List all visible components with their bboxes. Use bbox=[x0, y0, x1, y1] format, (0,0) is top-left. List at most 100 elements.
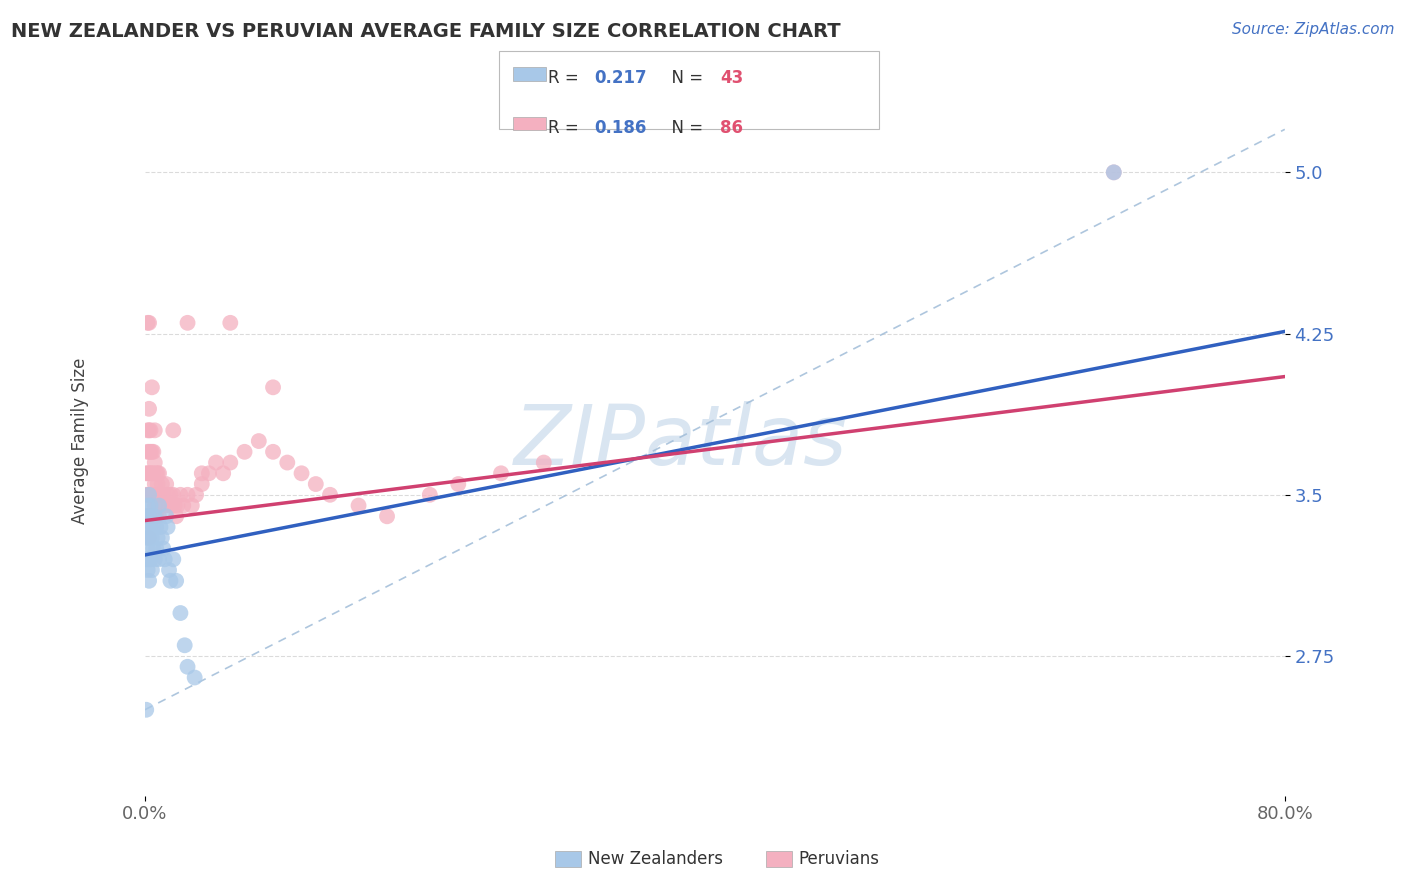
Point bbox=[136, 520, 159, 534]
Point bbox=[142, 467, 165, 481]
Point bbox=[138, 531, 160, 545]
Point bbox=[135, 531, 157, 545]
Text: 86: 86 bbox=[720, 119, 742, 136]
Point bbox=[141, 467, 163, 481]
Point bbox=[169, 488, 191, 502]
Point bbox=[139, 423, 162, 437]
Point bbox=[138, 316, 160, 330]
Point bbox=[156, 520, 179, 534]
Point bbox=[305, 477, 328, 491]
Text: ZIPatlas: ZIPatlas bbox=[513, 401, 848, 482]
Point bbox=[162, 488, 184, 502]
Text: New Zealanders: New Zealanders bbox=[588, 850, 723, 868]
Point bbox=[139, 467, 162, 481]
Point bbox=[533, 456, 555, 470]
Text: 0.217: 0.217 bbox=[595, 69, 647, 87]
Point bbox=[135, 467, 157, 481]
Point bbox=[176, 488, 198, 502]
Point bbox=[233, 445, 256, 459]
Point bbox=[143, 423, 166, 437]
Point bbox=[149, 520, 172, 534]
Point bbox=[142, 509, 165, 524]
Point bbox=[141, 563, 163, 577]
Point bbox=[198, 467, 221, 481]
Point bbox=[146, 499, 169, 513]
Point bbox=[145, 541, 167, 556]
Point bbox=[153, 499, 176, 513]
Text: 0.186: 0.186 bbox=[595, 119, 647, 136]
Point bbox=[149, 488, 172, 502]
Point bbox=[135, 509, 157, 524]
Point bbox=[148, 552, 170, 566]
Point bbox=[319, 488, 342, 502]
Point bbox=[146, 477, 169, 491]
Point bbox=[163, 499, 186, 513]
Point bbox=[139, 509, 162, 524]
Point bbox=[139, 552, 162, 566]
Text: N =: N = bbox=[661, 69, 709, 87]
Point bbox=[141, 488, 163, 502]
Point bbox=[184, 488, 207, 502]
Point bbox=[290, 467, 312, 481]
Point bbox=[143, 477, 166, 491]
Point bbox=[262, 445, 284, 459]
Text: Source: ZipAtlas.com: Source: ZipAtlas.com bbox=[1232, 22, 1395, 37]
Point bbox=[138, 574, 160, 588]
Point bbox=[139, 499, 162, 513]
Point bbox=[156, 488, 179, 502]
Point bbox=[191, 477, 214, 491]
Point bbox=[142, 520, 165, 534]
Point bbox=[141, 531, 163, 545]
Point bbox=[142, 445, 165, 459]
Point bbox=[419, 488, 441, 502]
Point bbox=[139, 445, 162, 459]
Point bbox=[142, 541, 165, 556]
Point bbox=[159, 574, 181, 588]
Point bbox=[135, 703, 157, 717]
Text: R =: R = bbox=[548, 119, 585, 136]
Point bbox=[153, 552, 176, 566]
Point bbox=[143, 552, 166, 566]
Point bbox=[219, 316, 242, 330]
Point bbox=[165, 509, 187, 524]
Point bbox=[173, 638, 195, 652]
Text: R =: R = bbox=[548, 69, 585, 87]
Point bbox=[136, 488, 159, 502]
Point bbox=[212, 467, 235, 481]
Point bbox=[138, 509, 160, 524]
Point bbox=[143, 499, 166, 513]
Point bbox=[136, 423, 159, 437]
Point bbox=[135, 488, 157, 502]
Point bbox=[150, 531, 173, 545]
Point bbox=[138, 467, 160, 481]
Point bbox=[136, 316, 159, 330]
Point bbox=[141, 380, 163, 394]
Point bbox=[141, 509, 163, 524]
Point bbox=[169, 606, 191, 620]
Point bbox=[375, 509, 398, 524]
Point bbox=[148, 499, 170, 513]
Point bbox=[162, 552, 184, 566]
Point bbox=[447, 477, 470, 491]
Point bbox=[145, 509, 167, 524]
Point bbox=[347, 499, 370, 513]
Point bbox=[143, 509, 166, 524]
Point bbox=[135, 552, 157, 566]
Point bbox=[136, 541, 159, 556]
Point bbox=[157, 499, 180, 513]
Point bbox=[205, 456, 228, 470]
Point bbox=[135, 509, 157, 524]
Point bbox=[138, 401, 160, 416]
Point bbox=[155, 477, 177, 491]
Text: 43: 43 bbox=[720, 69, 744, 87]
Point bbox=[138, 552, 160, 566]
Point bbox=[141, 445, 163, 459]
Point bbox=[148, 488, 170, 502]
Y-axis label: Average Family Size: Average Family Size bbox=[72, 358, 89, 524]
Point bbox=[136, 563, 159, 577]
Point bbox=[136, 499, 159, 513]
Point bbox=[139, 520, 162, 534]
Text: NEW ZEALANDER VS PERUVIAN AVERAGE FAMILY SIZE CORRELATION CHART: NEW ZEALANDER VS PERUVIAN AVERAGE FAMILY… bbox=[11, 22, 841, 41]
Point bbox=[172, 499, 194, 513]
Point bbox=[155, 509, 177, 524]
